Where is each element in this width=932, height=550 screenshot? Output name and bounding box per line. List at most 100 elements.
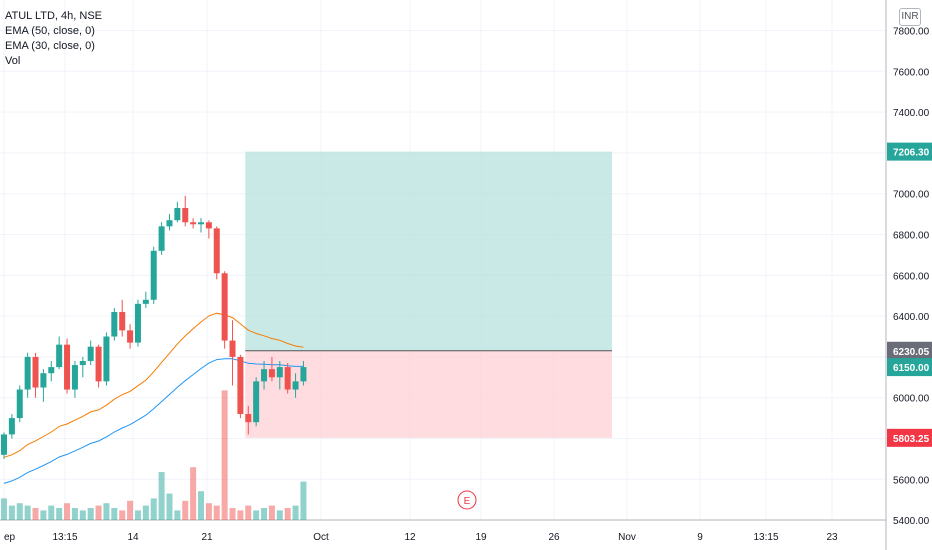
time-tick-label: 9 [697, 532, 703, 543]
candle-body [213, 228, 220, 274]
candle-body [292, 381, 299, 390]
volume-bar [205, 503, 212, 520]
volume-bar [87, 508, 94, 520]
volume-bar [134, 510, 141, 520]
time-tick-label: 21 [201, 532, 213, 543]
volume-bar [111, 508, 118, 520]
price-tick-label: 5600.00 [893, 475, 930, 486]
price-tick-label: 6400.00 [893, 312, 930, 323]
candle-body [166, 220, 173, 227]
volume-bar [119, 510, 126, 520]
time-tick-label: 19 [475, 532, 487, 543]
target-price-tag-bg [887, 142, 932, 161]
ema30-line [3, 312, 304, 458]
volume-bar [245, 505, 252, 520]
time-tick-label: 14 [127, 532, 139, 543]
volume-bar [237, 510, 244, 520]
candle-body [111, 312, 118, 337]
time-tick-label: 23 [826, 532, 838, 543]
candle-body [56, 344, 63, 368]
candle-body [261, 369, 268, 382]
volume-bar [32, 508, 39, 520]
loss-zone [245, 350, 612, 438]
legend-vol[interactable]: Vol [5, 55, 21, 67]
candle-body [119, 312, 126, 331]
volume-bar [229, 508, 236, 520]
volume-bar [261, 508, 268, 520]
price-tick-label: 7800.00 [893, 27, 930, 38]
last-price-tag-bg [887, 358, 932, 377]
candle-body [205, 222, 212, 229]
volume-bar [16, 503, 23, 520]
volume-bar [48, 505, 55, 520]
target-price-tag-label: 7206.30 [893, 148, 930, 159]
candle-body [221, 273, 228, 341]
time-tick-label: Oct [313, 532, 329, 543]
price-tick-label: 6000.00 [893, 394, 930, 405]
price-axis: 7800.007600.007400.007200.007000.006800.… [887, 27, 932, 527]
volume-bar [56, 508, 63, 520]
candle-body [134, 303, 141, 343]
candle-body [253, 381, 260, 423]
candle-body [1, 434, 7, 455]
price-tick-label: 7000.00 [893, 190, 930, 201]
legend-ema30[interactable]: EMA (30, close, 0) [5, 40, 95, 52]
time-tick-label: 13:15 [52, 532, 77, 543]
candle-body [87, 346, 94, 361]
candle-body [150, 250, 157, 300]
volume-bar [95, 505, 102, 520]
candle-body [142, 299, 149, 304]
price-tick-label: 7600.00 [893, 67, 930, 78]
volume-bar [292, 505, 299, 520]
price-tick-label: 5400.00 [893, 516, 930, 527]
ema-lines [3, 312, 304, 484]
legend-symbol[interactable]: ATUL LTD, 4h, NSE [5, 10, 102, 22]
earnings-marker[interactable]: E [457, 490, 477, 510]
volume-bar [190, 467, 197, 520]
currency-badge[interactable]: INR [899, 8, 921, 26]
volume-bar [158, 472, 165, 520]
position-zones [245, 151, 612, 438]
volume-bar [182, 500, 189, 520]
volume-bar [64, 503, 71, 520]
legend-ema50[interactable]: EMA (50, close, 0) [5, 25, 95, 37]
candle-body [24, 356, 31, 390]
volume-bar [150, 498, 157, 520]
candle-body [158, 226, 165, 251]
candle-body [198, 222, 204, 225]
candle-body [237, 356, 244, 415]
volume-bar [276, 510, 283, 520]
candle-body [245, 414, 252, 423]
volume-bar [71, 508, 78, 520]
stop-price-tag-bg [887, 428, 932, 447]
volume-bar [268, 505, 275, 520]
candle-body [182, 207, 189, 223]
entry-price-tag-bg [887, 341, 932, 360]
time-tick-label: 12 [404, 532, 416, 543]
volume-bar [221, 390, 228, 520]
candle-body [268, 369, 275, 378]
time-axis: ep 13:15 14 21 Oct 12 19 26 Nov 9 13:15 23 [4, 532, 838, 543]
volume-bar [79, 510, 86, 520]
volume-bar [8, 505, 15, 520]
time-tick-label: ep [4, 532, 16, 543]
price-tick-label: 7400.00 [893, 108, 930, 119]
volume-bar [103, 503, 110, 520]
candle-body [64, 344, 71, 390]
candle-body [229, 340, 236, 357]
volume-bar [213, 505, 220, 520]
entry-price-tag: 6230.05 [887, 341, 932, 360]
volume-bar [300, 481, 307, 520]
time-tick-label: Nov [618, 532, 636, 543]
profit-zone [245, 151, 612, 351]
candle-body [8, 418, 15, 435]
candle-body [48, 367, 55, 374]
volume-bar [40, 510, 47, 520]
volume-bar [24, 505, 31, 520]
ema50-line [3, 358, 304, 484]
price-tick-label: 6600.00 [893, 271, 930, 282]
candle-body [95, 346, 102, 382]
candle-body [71, 365, 78, 390]
target-price-tag: 7206.30 [887, 142, 932, 161]
